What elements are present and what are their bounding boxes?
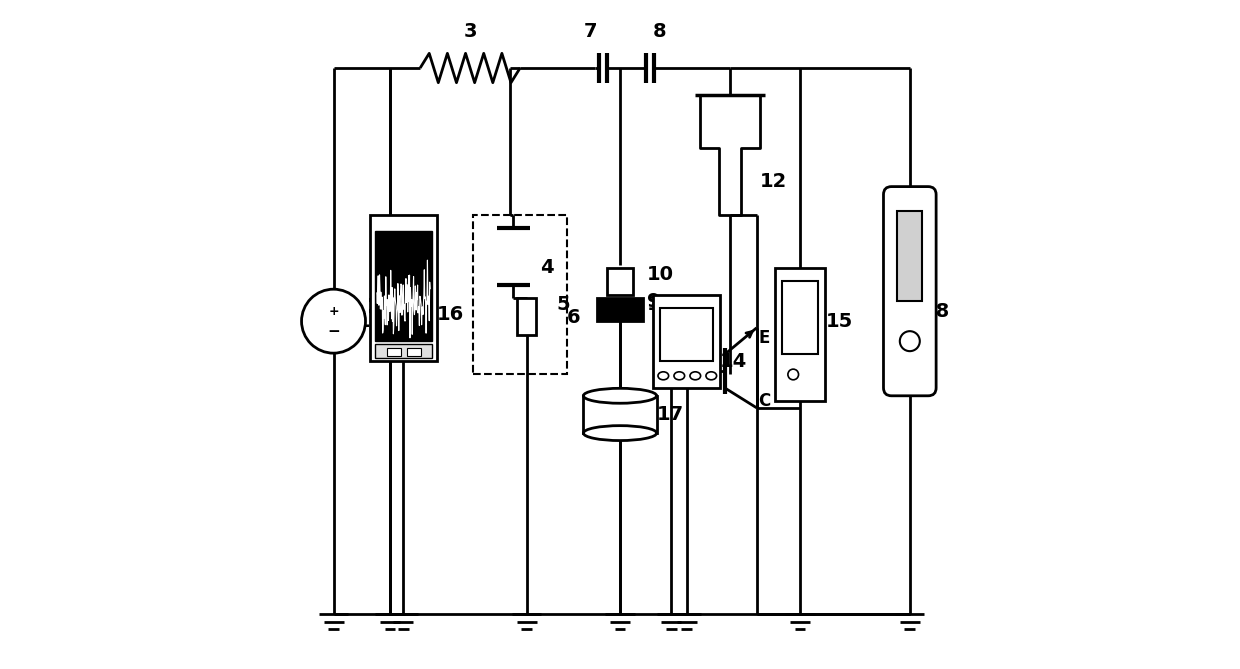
Text: 6: 6	[567, 308, 580, 327]
Bar	[474, 215, 567, 375]
Text: 13: 13	[773, 369, 800, 387]
Text: G: G	[691, 352, 704, 370]
FancyBboxPatch shape	[883, 187, 936, 396]
Text: 1: 1	[357, 312, 371, 330]
Text: 10: 10	[646, 265, 673, 284]
Text: 14: 14	[719, 352, 746, 371]
Bar	[898, 211, 923, 301]
Text: E: E	[759, 329, 770, 347]
Bar	[775, 268, 825, 401]
Bar	[374, 345, 432, 358]
Circle shape	[787, 369, 799, 380]
Text: +: +	[329, 305, 339, 318]
Ellipse shape	[583, 425, 657, 441]
Text: 9: 9	[646, 292, 660, 310]
Bar	[517, 298, 536, 334]
Circle shape	[301, 289, 366, 353]
Text: 2: 2	[403, 298, 417, 317]
Bar	[374, 231, 432, 341]
Bar	[387, 348, 402, 356]
Ellipse shape	[658, 372, 668, 380]
Bar	[781, 281, 818, 355]
Text: 18: 18	[923, 302, 950, 320]
Text: 7: 7	[583, 22, 596, 41]
Bar	[653, 294, 720, 388]
Circle shape	[900, 331, 920, 351]
Bar	[407, 348, 422, 356]
Text: 5: 5	[557, 295, 570, 314]
Bar	[660, 308, 713, 361]
Bar	[606, 268, 634, 294]
Text: 11: 11	[646, 295, 673, 314]
Text: 12: 12	[760, 172, 787, 191]
Text: −: −	[327, 324, 340, 339]
Text: 8: 8	[653, 22, 667, 41]
Ellipse shape	[689, 372, 701, 380]
Ellipse shape	[706, 372, 717, 380]
Bar	[371, 215, 436, 361]
Ellipse shape	[675, 372, 684, 380]
Ellipse shape	[583, 388, 657, 403]
Text: 16: 16	[436, 305, 464, 324]
Bar	[596, 298, 644, 321]
Bar	[583, 396, 657, 433]
Text: 4: 4	[539, 258, 553, 278]
Text: 3: 3	[464, 22, 477, 41]
Text: 17: 17	[656, 405, 683, 424]
Text: 15: 15	[826, 312, 853, 330]
Text: C: C	[759, 392, 771, 410]
